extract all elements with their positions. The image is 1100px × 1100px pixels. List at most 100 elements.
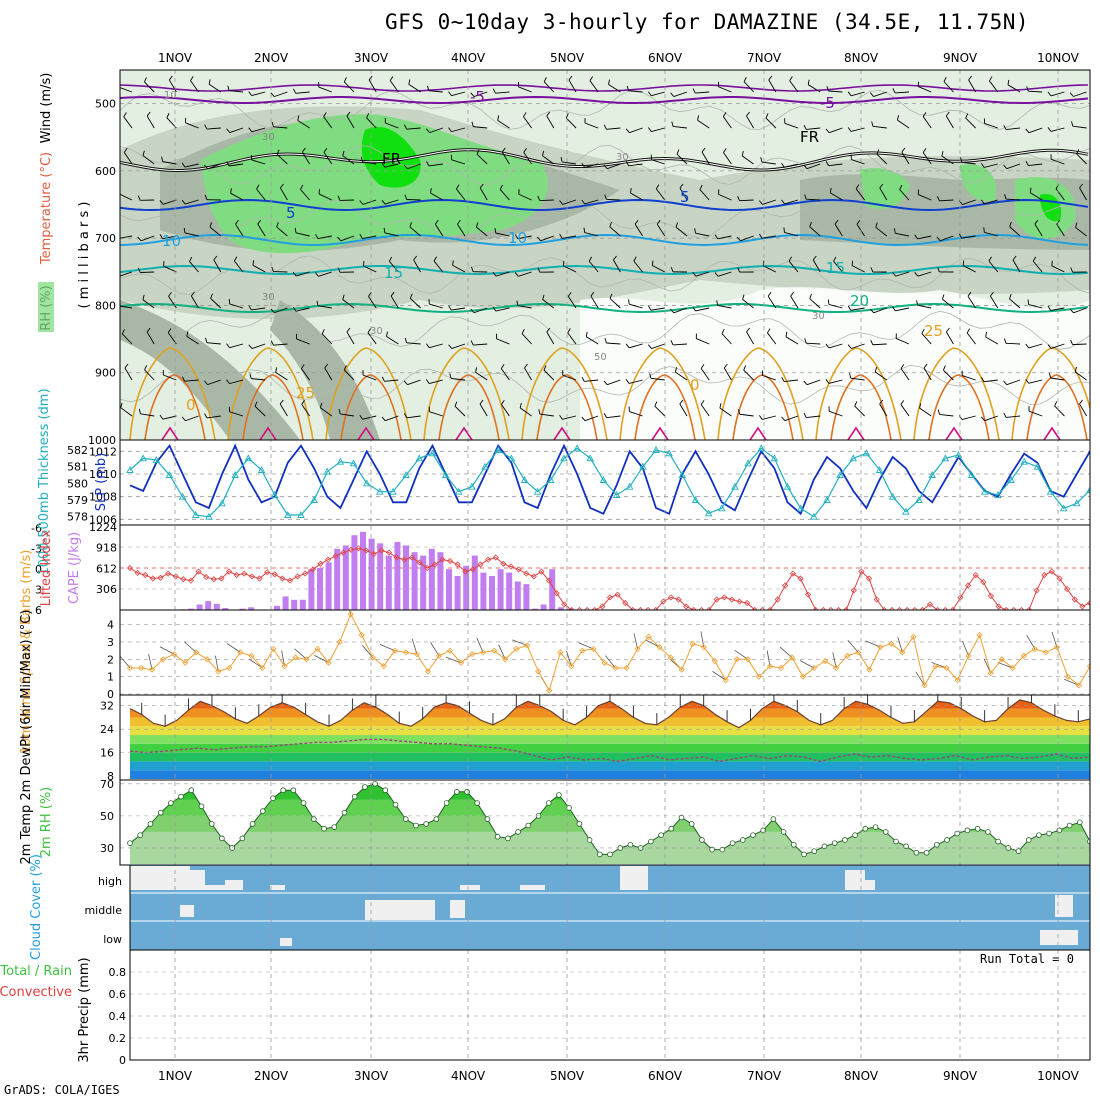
thickness-point [783, 482, 792, 490]
wind-barb-flag [479, 399, 484, 405]
wind-barb-flag [899, 184, 903, 190]
wind-barb [497, 119, 510, 129]
wind-barb [279, 403, 288, 417]
wind-barb-flag [1079, 399, 1083, 405]
wind-barb-flag [758, 200, 763, 205]
wind-barb-flag [254, 401, 258, 407]
wind-barb-flag [946, 327, 950, 333]
isotherm-35 [847, 426, 865, 440]
wind-barb-flag [675, 222, 679, 228]
lifted-index-point [865, 575, 873, 582]
precip-total-label: Total / Rain [0, 964, 72, 979]
wind10-barb [961, 640, 969, 656]
rh2m-point [780, 829, 787, 835]
contour-label: 5 [680, 188, 690, 206]
wind-barb [451, 91, 466, 97]
wind-barb [120, 193, 133, 201]
wind-barb-flag [980, 163, 985, 168]
wind-barb-flag [958, 233, 963, 239]
wind-barb-flag [280, 183, 284, 189]
wind-barb [919, 407, 932, 417]
rh-contour [120, 364, 1090, 405]
wind-barb-flag [1007, 79, 1010, 85]
rh2m-point [1036, 832, 1042, 838]
wind-barb [229, 411, 244, 417]
thickness-point [139, 454, 147, 462]
wind-barb-flag [543, 77, 547, 82]
wind-barb-flag [434, 219, 439, 225]
wind-barb [767, 332, 777, 345]
cape-bar [342, 545, 349, 610]
wind-barb [1076, 153, 1087, 165]
wind-barb-flag [604, 194, 607, 200]
lifted-index-point [904, 606, 911, 610]
date-label-bottom: 4NOV [451, 1069, 486, 1083]
rh2m-point [852, 832, 858, 838]
lifted-index-point [1064, 585, 1071, 593]
wind10-point [888, 640, 895, 647]
wind-barb [343, 369, 355, 381]
rh2m-point [627, 841, 634, 848]
wind-barb-flag [524, 363, 528, 369]
wind-barb-flag [316, 300, 319, 306]
wind-barb-flag [1012, 255, 1017, 261]
wind-barb [317, 235, 332, 240]
wind10-point [160, 656, 167, 663]
lifted-index-point [1079, 603, 1086, 610]
wind-barb-flag [916, 300, 918, 306]
wind-barb [229, 343, 244, 349]
thickness-point [270, 491, 279, 498]
wind-barb-flag [936, 236, 941, 242]
wind-barb [1006, 163, 1021, 170]
wind-barb-flag [542, 150, 545, 156]
slp-line [129, 443, 1090, 516]
wind-barb-flag [692, 306, 696, 312]
wind-barb [206, 342, 221, 345]
wind-barb-flag [980, 416, 985, 421]
lifted-index-point [507, 563, 515, 570]
wind-barb-flag [789, 76, 793, 81]
wind-barb-flag [276, 222, 279, 228]
wind-barb [234, 260, 244, 273]
thickness-point [560, 454, 568, 462]
lifted-index-point [515, 566, 522, 573]
wind-barb-flag [714, 234, 719, 240]
lifted-index-point [233, 571, 240, 579]
wind-barb-flag [159, 234, 164, 239]
thickness-point [323, 467, 332, 475]
wind-barb [967, 296, 976, 309]
wind-barb [207, 163, 221, 170]
wind-barb-flag [256, 184, 260, 190]
wind-barb [613, 259, 621, 273]
wind-barb [1032, 260, 1043, 273]
lifted-index-point [850, 587, 857, 594]
wind-barb [606, 198, 621, 201]
wind-barb [384, 163, 399, 168]
isotherm-10 [120, 233, 1089, 247]
wind-barb [651, 91, 665, 97]
wind10-point [1020, 652, 1027, 659]
wind-barb-flag [183, 227, 186, 233]
wind-barb-flag [781, 416, 786, 421]
wind-barb [721, 333, 732, 345]
cloud-panel [130, 865, 1090, 950]
wind-barb [318, 271, 332, 277]
wind-barb-flag [937, 409, 940, 415]
wind-barb [784, 232, 799, 237]
wind-barb [567, 296, 577, 309]
wind-barb-flag [581, 162, 585, 168]
wind10-point [877, 644, 884, 651]
wind-barb [700, 404, 710, 417]
cape-bar [428, 548, 435, 610]
wind-barb [1034, 223, 1043, 237]
wind-barb-flag [248, 344, 253, 349]
wind-barb [346, 115, 355, 129]
cape-axis-title: CAPE (J/kg) [67, 532, 82, 604]
thickness-point [849, 454, 858, 462]
thickness-line [129, 447, 1090, 518]
wind-barb-flag [856, 219, 861, 225]
wind-barb [943, 81, 954, 93]
wind-barb-flag [226, 343, 230, 348]
lifted-index-point [965, 582, 972, 589]
rh2m-point [842, 837, 848, 843]
